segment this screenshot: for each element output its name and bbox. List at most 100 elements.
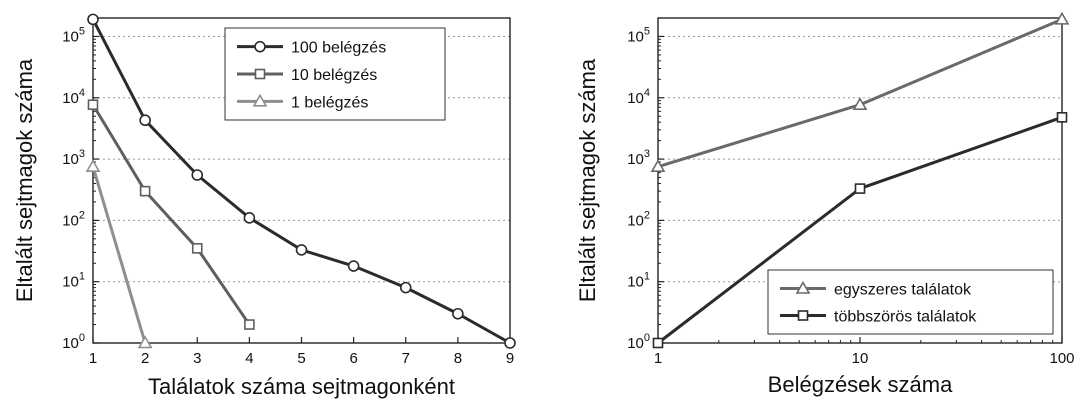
y-axis-title: Eltalált sejtmagok száma [12,58,37,302]
data-point [137,335,153,349]
y-tick-exponent: 3 [79,148,85,160]
data-point [191,243,203,254]
data-point [1056,112,1068,123]
y-tick-label: 100 [627,332,650,352]
series-line [91,103,251,326]
legend-label: egyszeres találatok [834,282,972,299]
legend-label: többszörös találatok [834,309,977,326]
y-tick-exponent: 3 [644,148,650,160]
y-tick-label: 104 [62,87,85,107]
y-tick-exponent: 4 [79,87,85,99]
x-tick-label: 3 [193,350,201,367]
x-tick-label: 9 [506,350,514,367]
data-point [347,260,360,272]
y-tick-label: 100 [62,332,85,352]
x-axis-title: Találatok száma sejtmagonként [148,374,455,399]
x-tick-label: 8 [454,350,462,367]
y-tick-label: 103 [62,148,85,168]
x-tick-label: 6 [349,350,357,367]
data-point [650,159,666,173]
y-tick-label: 105 [627,25,650,45]
legend-label: 100 belégzés [291,40,386,57]
data-point [452,307,464,320]
series-2 [85,159,153,349]
data-point [85,159,101,173]
data-point [1054,11,1070,25]
y-tick-base: 10 [627,335,644,352]
series-0 [650,11,1070,173]
y-tick-base: 10 [62,151,79,168]
x-axis: 1 10 100 [654,337,1075,367]
x-tick-label: 4 [245,350,253,367]
y-tick-exponent: 0 [644,332,650,344]
series-1 [87,99,255,330]
y-tick-exponent: 1 [79,271,85,283]
legend-box [767,269,1054,335]
data-point [191,169,204,181]
y-tick-exponent: 4 [644,87,650,99]
y-tick-exponent: 5 [644,25,650,37]
x-tick-label: 10 [852,350,869,367]
x-tick-label: 1 [89,350,97,367]
legend-marker [797,310,809,321]
data-point [87,13,99,26]
legend-label: 1 belégzés [291,94,368,111]
data-point [244,319,255,330]
y-tick-base: 10 [627,151,644,168]
x-axis: 1 2 3 4 5 6 7 8 9 [89,337,514,367]
legend: egyszeres találatok többszörös találatok [767,269,1054,335]
legend-marker [795,280,811,294]
series-1 [652,112,1068,349]
y-tick-label: 104 [627,87,650,107]
legend: 100 belégzés 10 belégzés 1 belégzés [224,27,446,121]
data-point [852,97,868,111]
series-line [657,17,1063,169]
data-point [243,212,256,224]
y-tick-base: 10 [62,90,79,107]
data-point [139,185,151,197]
y-tick-label: 101 [627,271,650,291]
y-tick-base: 10 [627,212,644,229]
y-tick-base: 10 [62,274,79,291]
data-point [87,99,99,111]
x-tick-label: 100 [1049,350,1074,367]
y-tick-exponent: 0 [79,332,85,344]
data-point [652,337,664,349]
x-tick-label: 5 [297,350,305,367]
y-tick-exponent: 2 [79,209,85,221]
y-tick-label: 101 [62,271,85,291]
data-point [504,337,516,349]
legend-marker [254,40,266,53]
data-point [295,244,308,256]
x-tick-label: 1 [654,350,662,367]
data-point [854,183,866,194]
data-point [399,281,412,294]
legend-marker [252,93,268,107]
x-tick-label: 7 [402,350,410,367]
y-tick-base: 10 [627,90,644,107]
y-tick-label: 102 [62,209,85,229]
y-tick-label: 105 [62,25,85,45]
y-tick-base: 10 [62,212,79,229]
legend-label: 10 belégzés [291,67,377,84]
series-line [91,166,147,344]
y-tick-label: 103 [627,148,650,168]
y-tick-base: 10 [62,28,79,45]
y-tick-exponent: 5 [79,25,85,37]
y-tick-base: 10 [627,274,644,291]
x-axis-title: Belégzések száma [768,372,953,397]
y-tick-exponent: 1 [644,271,650,283]
grid [658,35,1062,283]
y-tick-label: 102 [627,209,650,229]
x-tick-label: 2 [141,350,149,367]
y-tick-base: 10 [62,335,79,352]
y-tick-exponent: 2 [644,209,650,221]
legend-marker [254,68,266,80]
y-tick-base: 10 [627,28,644,45]
series-0 [87,13,516,349]
